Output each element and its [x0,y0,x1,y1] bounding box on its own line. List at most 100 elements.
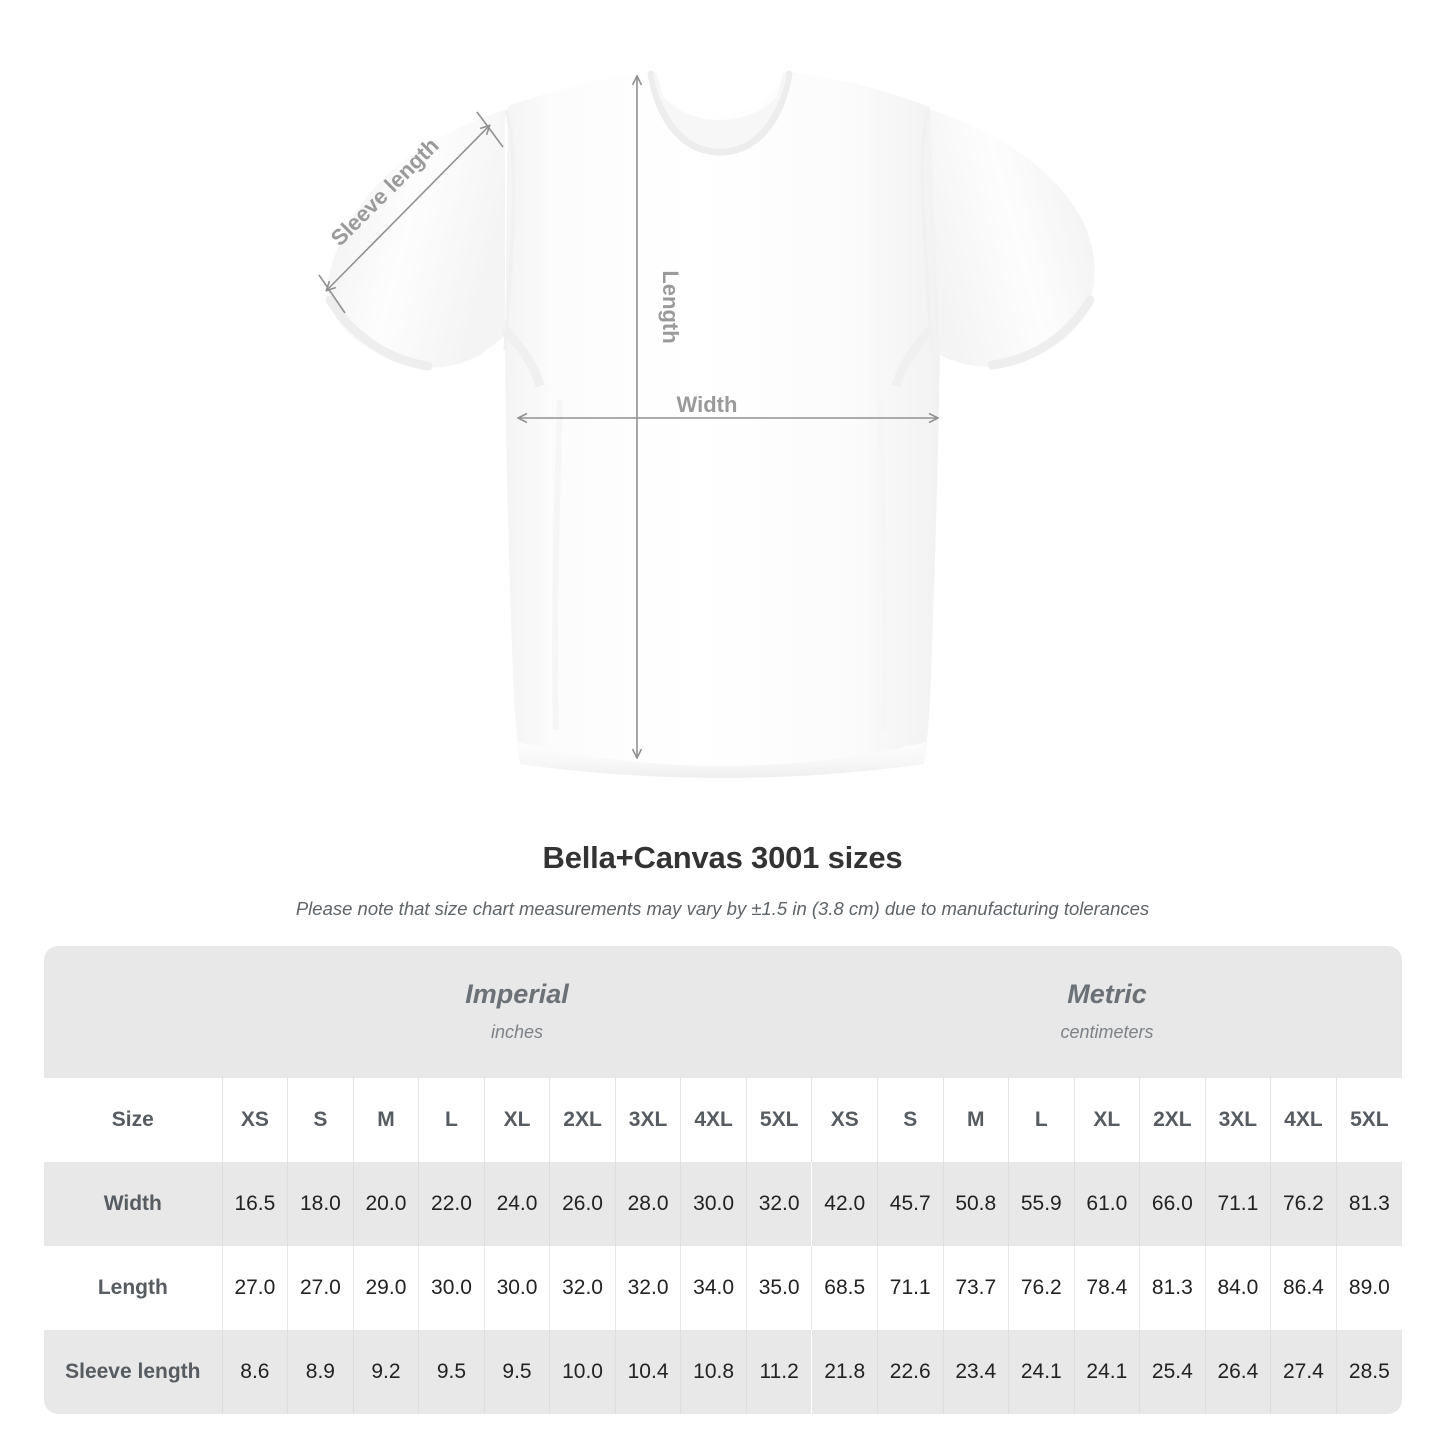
cell-width-metric-xs: 42.0 [811,1162,878,1246]
unit-banner-metric: Metric centimeters [811,946,1402,1078]
cell-sleeve-length-metric-l: 24.1 [1008,1330,1075,1414]
cell-width-imperial-xs: 16.5 [221,1162,288,1246]
unit-name: Imperial [465,979,569,1009]
cell-length-imperial-s: 27.0 [287,1246,354,1330]
cell-width-imperial-3xl: 28.0 [614,1162,681,1246]
cell-length-imperial-4xl: 34.0 [680,1246,747,1330]
cell-width-imperial-xl: 24.0 [483,1162,550,1246]
armpit-shadow-right [891,327,934,388]
cell-length-metric-xs: 68.5 [811,1246,878,1330]
body-fold-left [552,399,563,731]
cell-sleeve-length-metric-3xl: 26.4 [1204,1330,1271,1414]
cell-length-imperial-2xl: 32.0 [549,1246,616,1330]
armpit-shadow-left [501,326,545,388]
row-label-sleeve-length: Sleeve length [44,1330,223,1414]
size-header-imperial-xs: XS [221,1078,288,1162]
cell-sleeve-length-imperial-xl: 9.5 [483,1330,550,1414]
cell-sleeve-length-metric-s: 22.6 [876,1330,943,1414]
cell-sleeve-length-metric-xs: 21.8 [811,1330,878,1414]
size-header-imperial-xl: XL [483,1078,550,1162]
cell-length-imperial-m: 29.0 [352,1246,419,1330]
left-shoulder-seam [503,109,516,351]
sleeve-tick-upper [476,111,504,148]
cell-width-imperial-l: 22.0 [418,1162,485,1246]
cell-width-metric-4xl: 76.2 [1270,1162,1337,1246]
cell-length-metric-3xl: 84.0 [1204,1246,1271,1330]
size-header-metric-s: S [876,1078,943,1162]
right-shoulder-seam [920,107,934,351]
tshirt-body [505,72,940,778]
unit-subtitle: centimeters [1060,1022,1154,1042]
size-header-metric-xl: XL [1073,1078,1140,1162]
cell-length-metric-2xl: 81.3 [1139,1246,1206,1330]
cell-sleeve-length-imperial-4xl: 10.8 [680,1330,747,1414]
cell-sleeve-length-imperial-s: 8.9 [287,1330,354,1414]
table-row: Width 16.5 18.0 20.0 22.0 24.0 26.0 28.0 30.0 32.… [44,1162,1402,1246]
cell-sleeve-length-metric-5xl: 28.5 [1335,1330,1402,1414]
unit-banner-row: Imperial inches Metric centimeters [44,946,1402,1078]
table-row: Sleeve length 8.6 8.9 9.2 9.5 9.5 10.0 10.4 10.8… [44,1330,1402,1414]
cell-width-imperial-5xl: 32.0 [745,1162,812,1246]
size-header-metric-xs: XS [811,1078,878,1162]
size-header-metric-l: L [1008,1078,1075,1162]
unit-banner-spacer [44,946,223,1078]
collar-ribbing [647,70,793,156]
cell-sleeve-length-imperial-2xl: 10.0 [549,1330,616,1414]
size-header-imperial-3xl: 3XL [614,1078,681,1162]
size-header-metric-4xl: 4XL [1270,1078,1337,1162]
size-header-imperial-5xl: 5XL [745,1078,812,1162]
collar-inner-line [653,72,787,144]
unit-subtitle: inches [491,1022,544,1042]
size-header-imperial-4xl: 4XL [680,1078,747,1162]
width-label: Width [677,392,738,417]
cell-width-metric-5xl: 81.3 [1335,1162,1402,1246]
cell-length-metric-4xl: 86.4 [1270,1246,1337,1330]
tolerance-note: Please note that size chart measurements… [295,898,1150,919]
size-chart-table-wrapper: Imperial inches Metric centimeters Size XS S M L… [44,946,1402,1414]
size-header-imperial-2xl: 2XL [549,1078,616,1162]
right-sleeve [918,108,1095,367]
row-label-width: Width [44,1162,223,1246]
sleeve-arrow [327,126,489,290]
tshirt-illustration-svg: Sleeve length Length Width [318,70,1095,778]
size-header-imperial-s: S [287,1078,354,1162]
measurement-arrows [318,77,937,757]
cell-width-imperial-4xl: 30.0 [680,1162,747,1246]
length-label: Length [658,270,683,343]
cell-sleeve-length-imperial-5xl: 11.2 [745,1330,812,1414]
cell-width-metric-l: 55.9 [1008,1162,1075,1246]
cell-width-metric-2xl: 66.0 [1139,1162,1206,1246]
cell-length-metric-xl: 78.4 [1073,1246,1140,1330]
cell-sleeve-length-metric-m: 23.4 [942,1330,1009,1414]
hem-shading [517,742,926,778]
table-row: Length 27.0 27.0 29.0 30.0 30.0 32.0 32.0 34.0 35… [44,1246,1402,1330]
title-block: Bella+Canvas 3001 sizes Please note that… [0,838,1445,922]
cell-length-imperial-xl: 30.0 [483,1246,550,1330]
tshirt-garment [325,70,1095,778]
size-header-metric-2xl: 2XL [1139,1078,1206,1162]
cell-length-imperial-3xl: 32.0 [614,1246,681,1330]
right-sleeve-hem [987,295,1095,370]
size-header-metric-5xl: 5XL [1335,1078,1402,1162]
body-fold-right [877,399,888,731]
cell-sleeve-length-metric-2xl: 25.4 [1139,1330,1206,1414]
cell-sleeve-length-imperial-xs: 8.6 [221,1330,288,1414]
cell-length-imperial-5xl: 35.0 [745,1246,812,1330]
unit-name: Metric [1067,979,1147,1009]
size-header-label: Size [44,1078,223,1162]
cell-width-metric-m: 50.8 [942,1162,1009,1246]
cell-width-imperial-2xl: 26.0 [549,1162,616,1246]
cell-sleeve-length-imperial-l: 9.5 [418,1330,485,1414]
cell-length-metric-5xl: 89.0 [1335,1246,1402,1330]
page-title: Bella+Canvas 3001 sizes [542,840,903,875]
cell-length-metric-s: 71.1 [876,1246,943,1330]
cell-length-imperial-l: 30.0 [418,1246,485,1330]
size-chart-table: Imperial inches Metric centimeters Size XS S M L… [44,946,1402,1414]
cell-length-metric-m: 73.7 [942,1246,1009,1330]
left-sleeve-hem [325,295,433,371]
unit-banner-imperial: Imperial inches [222,946,812,1078]
cell-sleeve-length-metric-xl: 24.1 [1073,1330,1140,1414]
size-header-metric-m: M [942,1078,1009,1162]
size-header-imperial-m: M [352,1078,419,1162]
size-header-imperial-l: L [418,1078,485,1162]
